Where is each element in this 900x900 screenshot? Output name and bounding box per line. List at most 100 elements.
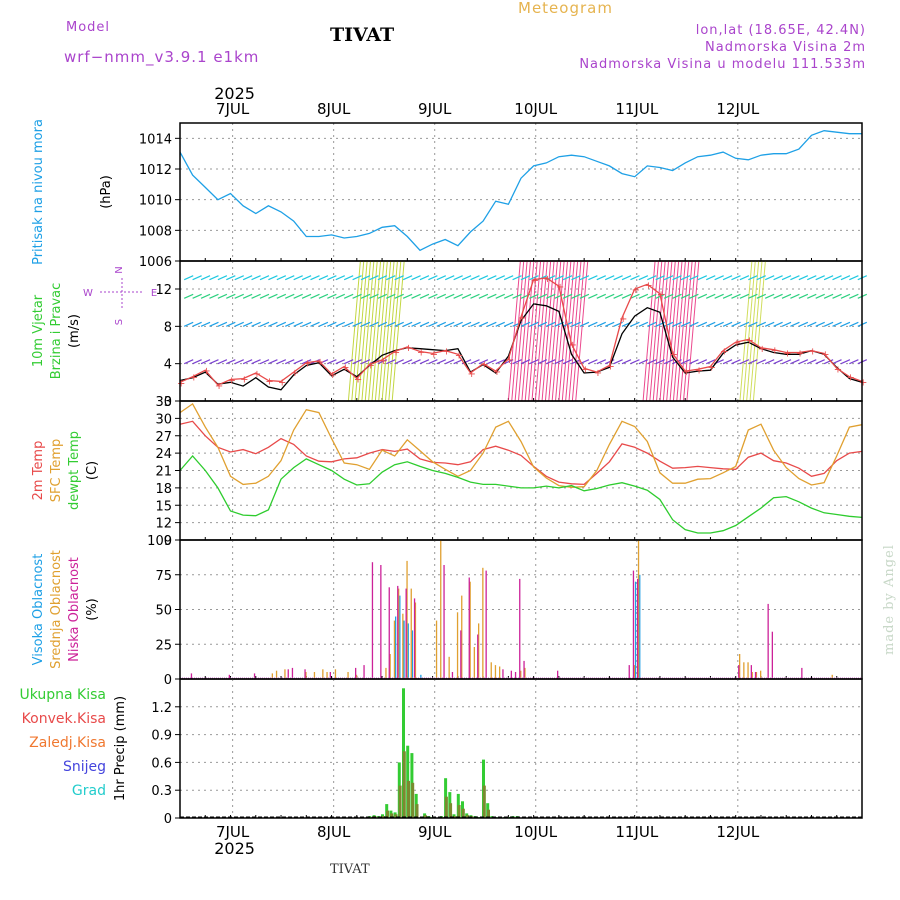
gust-marker: +: [291, 368, 299, 379]
gust-marker: +: [455, 350, 463, 361]
wind-barb: [773, 321, 783, 327]
gust-marker: +: [228, 376, 236, 387]
wind-barb: [823, 293, 834, 299]
wind-barb: [705, 275, 716, 281]
gust-marker: +: [745, 335, 753, 346]
gust-hatch: [507, 260, 521, 402]
wind-barb: [807, 359, 817, 365]
wind-barb: [259, 275, 270, 281]
bar-mid_cloud: [313, 672, 316, 679]
wind-barb: [722, 275, 733, 281]
bar-high_cloud: [403, 620, 405, 679]
bar-low_cloud: [190, 673, 193, 679]
gust-hatch: [374, 260, 388, 402]
wind-barb: [268, 359, 278, 365]
bar-mid_cloud: [743, 662, 745, 679]
y-axis-label: Niska Oblacnost: [67, 557, 82, 662]
wind-barb: [621, 359, 632, 365]
wind-barb: [310, 275, 320, 281]
wind-barb: [604, 293, 615, 299]
bar-conv_precip: [415, 804, 419, 818]
precip-legend-label: Ukupna Kisa: [19, 687, 106, 703]
bar-low_cloud: [291, 667, 294, 679]
gust-hatch: [652, 260, 666, 402]
bar-conv_precip: [449, 803, 453, 818]
gust-hatch: [391, 260, 405, 402]
bar-mid_cloud: [494, 665, 497, 679]
bar-low_cloud: [451, 672, 454, 679]
y-tick-label: 0.6: [151, 756, 172, 771]
bar-mid_cloud: [751, 672, 753, 679]
wind-barb: [259, 359, 270, 365]
bar-mid_cloud: [284, 669, 286, 679]
gust-hatch: [742, 260, 756, 402]
wind-barb: [832, 293, 842, 299]
wind-barb: [327, 293, 337, 299]
wind-barb: [268, 293, 278, 299]
wind-barb: [764, 359, 775, 365]
wind-barb: [192, 321, 202, 327]
gust-marker: +: [834, 364, 842, 375]
bar-high_cloud: [395, 616, 397, 679]
wind-barb: [520, 275, 531, 281]
gust-marker: +: [670, 349, 678, 360]
wind-barb: [672, 293, 682, 299]
gust-hatch: [676, 260, 690, 402]
gust-marker: +: [518, 313, 526, 324]
gust-hatch: [551, 260, 565, 402]
bar-low_cloud: [287, 669, 289, 679]
bar-low_cloud: [628, 665, 630, 679]
wind-barb: [226, 321, 236, 327]
wind-barb: [731, 293, 741, 299]
compass-n-label: N: [114, 266, 125, 273]
wind-barb: [183, 359, 194, 365]
wind-barb: [318, 293, 329, 299]
wind-barb: [301, 293, 312, 299]
wind-barb: [428, 359, 438, 365]
bar-mid_cloud: [482, 567, 484, 679]
wind-barb: [798, 321, 809, 327]
wind-barb: [588, 275, 598, 281]
wind-barb: [621, 275, 632, 281]
wind-barb: [546, 359, 556, 365]
wind-barb: [596, 359, 607, 365]
wind-barb: [310, 293, 320, 299]
top-day-label: 8JUL: [317, 100, 351, 118]
bar-low_cloud: [380, 565, 382, 679]
wind-barb: [638, 359, 649, 365]
wind-barb: [798, 359, 809, 365]
wind-barb: [192, 293, 202, 299]
wind-barb: [318, 275, 329, 281]
gust-hatch: [548, 260, 562, 402]
gust-marker: +: [720, 347, 728, 358]
wind-barb: [495, 359, 505, 365]
wind-barb: [478, 275, 489, 281]
wind-barb: [604, 275, 615, 281]
wind-barb: [807, 321, 817, 327]
gust-hatch: [659, 260, 673, 402]
gust-marker: +: [859, 377, 867, 388]
bar-mid_cloud: [760, 670, 762, 679]
bar-low_cloud: [637, 578, 639, 679]
wind-barb: [529, 359, 539, 365]
y-axis-label: (m/s): [67, 314, 82, 348]
wind-barb: [436, 275, 447, 281]
top-year-label: 2025: [214, 84, 255, 103]
wind-barb: [386, 321, 396, 327]
wind-barb: [672, 359, 682, 365]
wind-barb: [369, 321, 379, 327]
wind-barb: [183, 321, 194, 327]
wind-barb: [360, 275, 371, 281]
wind-barb: [815, 359, 825, 365]
bar-mid_cloud: [435, 620, 438, 679]
series-sfc_temp: [179, 402, 863, 488]
gust-marker: +: [569, 340, 577, 351]
bar-mid_cloud: [275, 670, 278, 679]
bottom-day-label: 11JUL: [615, 823, 658, 841]
panel-pressure: 1006 1008 1010 1012 1014 Pritisak na nivou mo…: [31, 84, 863, 270]
gust-marker: +: [796, 348, 804, 359]
gust-hatch: [351, 260, 365, 402]
wind-barb: [697, 359, 708, 365]
bar-low_cloud: [477, 634, 479, 679]
